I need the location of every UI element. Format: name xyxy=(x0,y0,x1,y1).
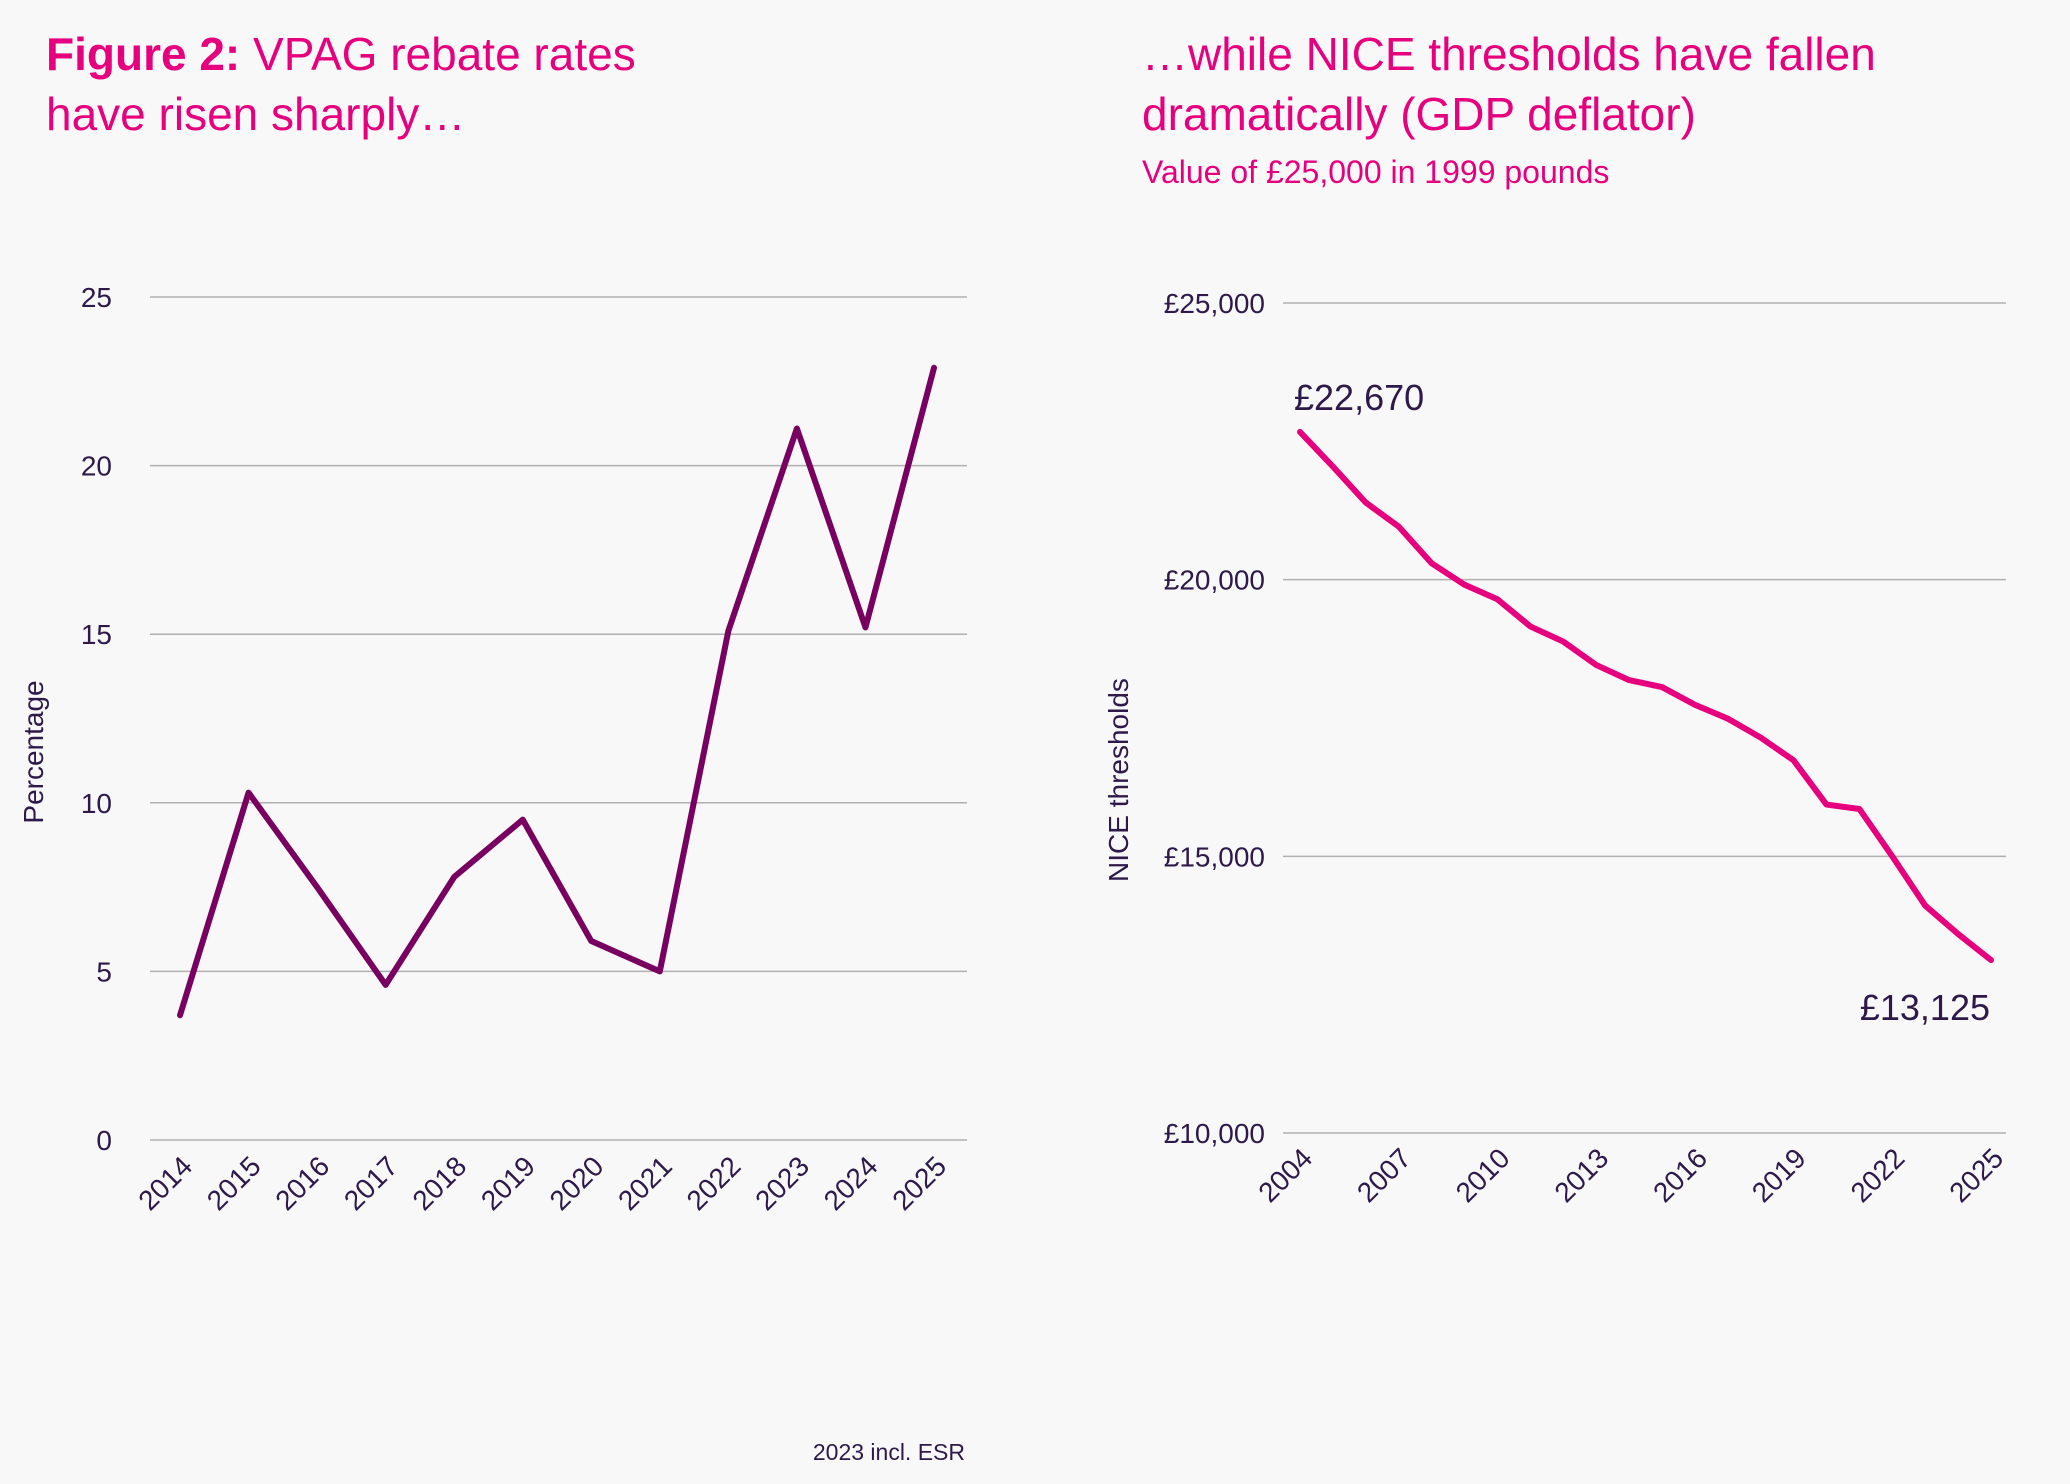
x-tick-label: 2022 xyxy=(681,1150,747,1216)
y-tick-label: £10,000 xyxy=(1164,1118,1265,1149)
left-title-line2: have risen sharply… xyxy=(46,88,466,140)
x-tick-label: 2016 xyxy=(269,1150,335,1216)
y-tick-label: 20 xyxy=(81,451,112,482)
y-tick-label: £20,000 xyxy=(1164,565,1265,596)
y-tick-label: 10 xyxy=(81,788,112,819)
x-tick-label: 2010 xyxy=(1450,1142,1516,1208)
y-tick-label: £15,000 xyxy=(1164,841,1265,872)
end-value-label: £13,125 xyxy=(1860,987,1990,1028)
x-tick-label: 2025 xyxy=(886,1150,952,1216)
x-tick-label: 2015 xyxy=(201,1150,267,1216)
x-tick-label: 2020 xyxy=(544,1150,610,1216)
x-tick-label: 2023 xyxy=(749,1150,815,1216)
y-axis-label: NICE thresholds xyxy=(1103,678,1134,882)
right-title-line2: dramatically (GDP deflator) xyxy=(1142,88,1696,140)
x-tick-label: 2022 xyxy=(1845,1142,1911,1208)
start-value-label: £22,670 xyxy=(1294,377,1424,418)
x-tick-label: 2004 xyxy=(1252,1142,1318,1208)
series-line xyxy=(177,364,937,1019)
x-tick-label: 2007 xyxy=(1351,1142,1417,1208)
y-tick-label: £25,000 xyxy=(1164,288,1265,319)
y-tick-label: 25 xyxy=(81,282,112,313)
y-tick-label: 5 xyxy=(96,956,112,987)
x-tick-label: 2021 xyxy=(612,1150,678,1216)
x-tick-label: 2024 xyxy=(818,1150,884,1216)
y-tick-label: 15 xyxy=(81,619,112,650)
x-tick-label: 2019 xyxy=(1746,1142,1812,1208)
x-tick-label: 2019 xyxy=(475,1150,541,1216)
figure-label: Figure 2: xyxy=(46,28,241,80)
footnote: 2023 incl. ESR xyxy=(813,1439,965,1465)
x-tick-label: 2018 xyxy=(406,1150,472,1216)
left-title-text: VPAG rebate rates xyxy=(240,28,636,80)
x-tick-label: 2013 xyxy=(1548,1142,1614,1208)
x-tick-label: 2025 xyxy=(1943,1142,2009,1208)
series-line xyxy=(1297,428,1994,964)
y-axis-label: Percentage xyxy=(18,680,49,823)
y-tick-label: 0 xyxy=(96,1125,112,1156)
right-chart-subtitle: Value of £25,000 in 1999 pounds xyxy=(1142,154,1610,190)
right-title-line1: …while NICE thresholds have fallen xyxy=(1142,28,1876,80)
right-chart-title: …while NICE thresholds have fallen drama… xyxy=(1142,24,1876,144)
x-tick-label: 2014 xyxy=(132,1150,198,1216)
x-tick-label: 2017 xyxy=(338,1150,404,1216)
left-chart-title: Figure 2: VPAG rebate rates have risen s… xyxy=(46,24,636,144)
x-tick-label: 2016 xyxy=(1647,1142,1713,1208)
